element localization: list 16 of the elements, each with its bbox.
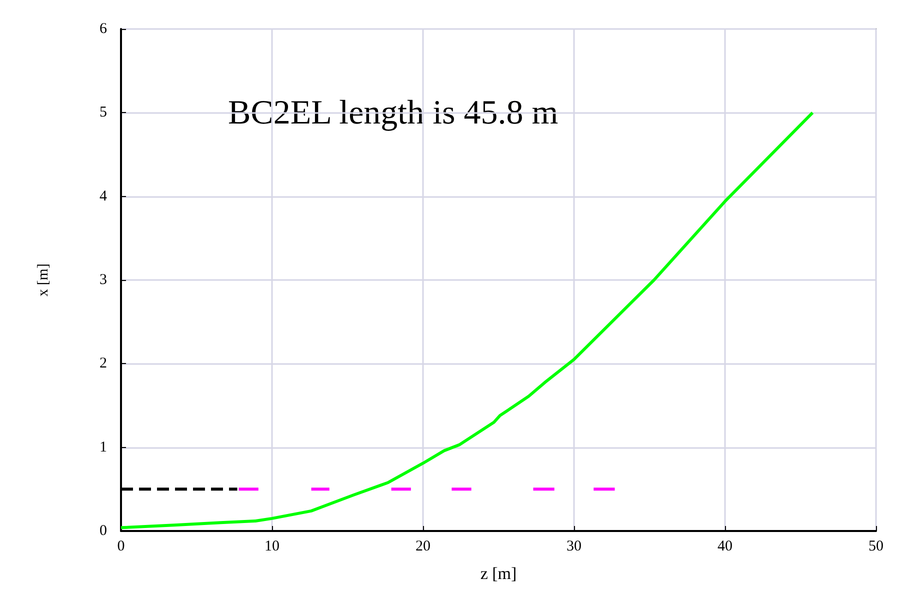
- x-tick-label: 20: [416, 538, 430, 554]
- y-axis-title: x [m]: [36, 264, 52, 296]
- annotation: BC2EL length is 45.8 m: [228, 94, 558, 132]
- y-tick-label: 5: [100, 104, 107, 121]
- y-tick-label: 0: [100, 523, 107, 539]
- x-tick-label: 0: [117, 538, 125, 554]
- y-tick-label: 3: [100, 272, 107, 288]
- y-tick-label: 1: [100, 439, 107, 456]
- x-tick-label: 10: [264, 538, 280, 554]
- x-tick-label: 30: [566, 538, 582, 554]
- x-axis-title: z [m]: [480, 564, 517, 583]
- x-tick-label: 40: [718, 538, 732, 554]
- y-tick-label: 2: [100, 356, 107, 372]
- x-tick-label: 50: [868, 538, 884, 554]
- y-tick-label: 6: [100, 21, 108, 37]
- y-tick-label: 4: [100, 188, 108, 204]
